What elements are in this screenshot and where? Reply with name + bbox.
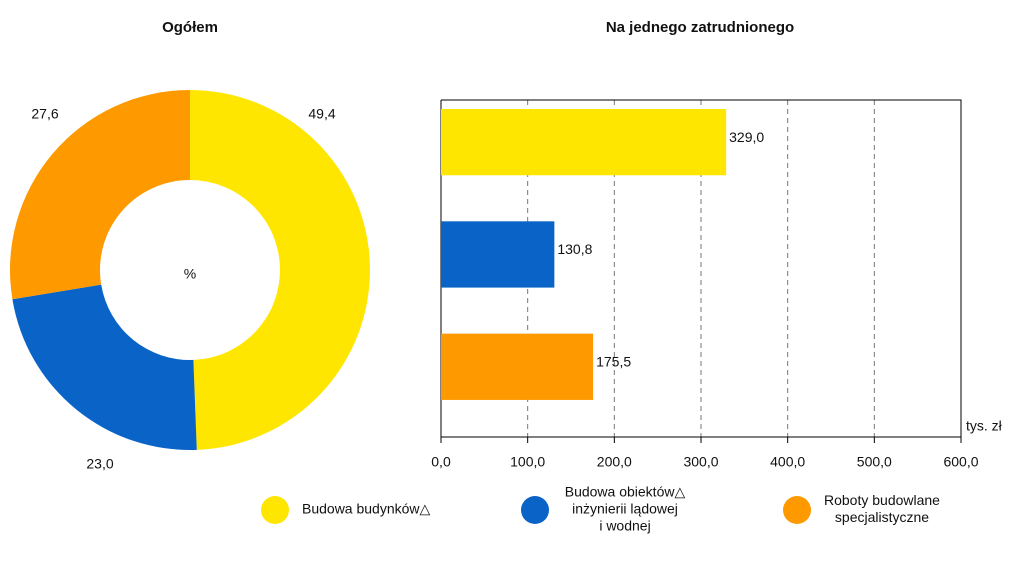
x-tick-label: 300,0 [683,454,718,470]
x-tick-label: 200,0 [597,454,632,470]
x-tick-label: 400,0 [770,454,805,470]
legend-swatch [521,496,549,524]
plot-frame [440,99,962,438]
x-tick-label: 500,0 [857,454,892,470]
x-tick-label: 600,0 [943,454,978,470]
x-tick-label: 0,0 [431,454,451,470]
data-label: 27,6 [31,106,58,122]
donut-title: Ogółem [162,19,218,36]
data-label: 49,4 [308,106,335,122]
data-label: 23,0 [86,456,113,472]
legend-swatch [783,496,811,524]
center-label: % [184,266,196,282]
legend-swatch [261,496,289,524]
x-axis-label: tys. zł [966,418,1003,434]
legend-label: specjalistyczne [835,509,929,525]
bar [441,333,594,400]
legend-label: Roboty budowlane [824,492,940,508]
legend-label: Budowa budynków△ [302,501,431,517]
donut-slice [190,90,371,450]
legend-label: Budowa obiektów△ [565,484,686,500]
legend-label: inżynierii lądowej [572,501,678,517]
data-label: 329,0 [729,129,764,145]
data-label: 130,8 [557,241,592,257]
data-label: 175,5 [596,353,631,369]
legend-label: i wodnej [599,518,650,534]
x-tick-label: 100,0 [510,454,545,470]
bar [441,108,727,176]
donut-slice [12,284,197,450]
bar-title: Na jednego zatrudnionego [606,19,794,36]
donut-slice [9,90,191,300]
bar [441,221,555,288]
